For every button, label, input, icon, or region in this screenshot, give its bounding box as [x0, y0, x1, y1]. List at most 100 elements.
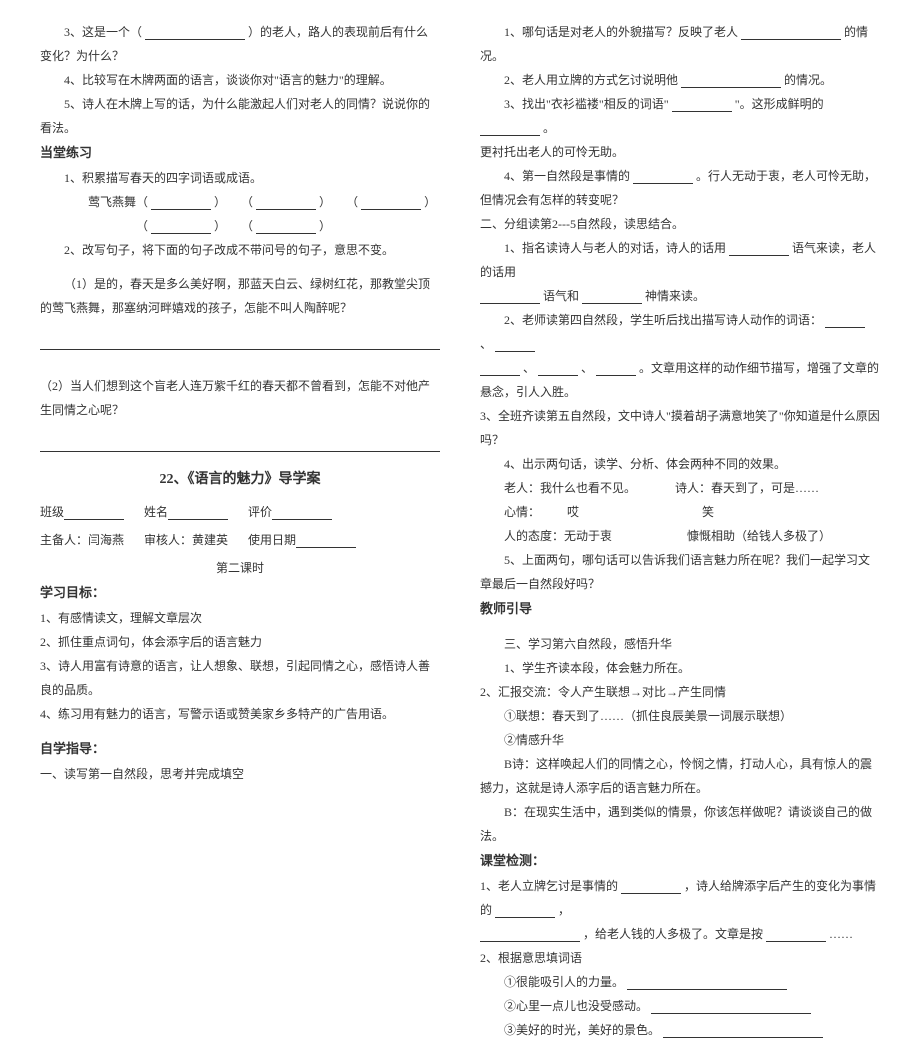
s1d: 神情来读。 — [645, 289, 705, 303]
mb1-line: 1、有感情读文，理解文章层次 — [40, 606, 440, 630]
xxmb-heading: 学习目标： — [40, 580, 440, 606]
s2a: 2、老师读第四自然段，学生听后找出描写诗人动作的词语： — [504, 313, 822, 327]
s5-line: 5、上面两句，哪句话可以告诉我们语言魅力所在呢？我们一起学习文章最后一自然段好吗… — [480, 548, 880, 596]
s2b4 — [538, 362, 578, 376]
k1d: ，给老人钱的人多极了。文章是按 — [583, 927, 763, 941]
r3c-text: 。 — [543, 121, 555, 135]
mb2-line: 2、抓住重点词句，体会添字后的语言魅力 — [40, 630, 440, 654]
s2b5 — [596, 362, 636, 376]
s1-blank1 — [729, 242, 789, 256]
paren4: ） — [214, 219, 226, 233]
q3-text: 3、这是一个（ — [64, 25, 142, 39]
lianxiang-line: ①联想：春天到了……（抓住良辰美景一词展示联想） — [480, 704, 880, 728]
tan-text: 哎 — [567, 505, 579, 519]
r3-line: 3、找出"衣衫褴褛"相反的词语" "。这形成鲜明的 。 — [480, 92, 880, 140]
w2-line: ②心里一点儿也没受感动。 — [480, 994, 880, 1018]
paren2: ） — [319, 195, 331, 209]
s2b2 — [495, 338, 535, 352]
pingjia-text: 评价 — [248, 505, 272, 519]
w2-blank — [651, 1000, 811, 1014]
pingjia-label: 评价 — [248, 500, 332, 524]
qinggan-line: ②情感升华 — [480, 728, 880, 752]
xinqing-line: 心情： 哎 笑 — [480, 500, 880, 524]
s1-blank3 — [582, 290, 642, 304]
p2b-text: （2）当人们想到这个盲老人连万紫千红的春天都不曾看到，怎能不对他产生同情之心呢？ — [40, 379, 430, 417]
p2a-line: （1）是的，春天是多么美好啊，那蓝天白云、绿树红花，那教堂尖顶的莺飞燕舞，那塞纳… — [40, 272, 440, 320]
zxzd-heading: 自学指导： — [40, 736, 440, 762]
taidu-text: 人的态度：无动于衷 — [504, 529, 612, 543]
riqi-blank — [296, 534, 356, 548]
r3d-line: 更衬托出老人的可怜无助。 — [480, 140, 880, 164]
w1-line: ①很能吸引人的力量。 — [480, 970, 880, 994]
shenhe-text: 审核人：黄建英 — [144, 528, 228, 552]
paren1: ） — [214, 195, 226, 209]
parenL2: （ — [241, 195, 253, 209]
r3-blank1 — [672, 98, 732, 112]
idiom-blank5 — [256, 220, 316, 234]
r3a-text: 3、找出"衣衫褴褛"相反的词语" — [504, 97, 669, 111]
s1a: 1、指名读诗人与老人的对话，诗人的话用 — [504, 241, 726, 255]
tb-line: B：在现实生活中，遇到类似的情景，你该怎样做呢？请谈谈自己的做法。 — [480, 800, 880, 848]
xuan-line: 悬念，引人入胜。 — [480, 380, 880, 404]
s2b1 — [825, 314, 865, 328]
r2-blank — [681, 74, 781, 88]
bshi-line: B诗：这样唤起人们的同情之心，怜悯之情，打动人心，具有惊人的震撼力，这就是诗人添… — [480, 752, 880, 800]
r1-line: 1、哪句话是对老人的外貌描写？反映了老人 的情况。 — [480, 20, 880, 68]
laoren-text: 老人：我什么也看不见。 — [504, 481, 636, 495]
s2b: 、 — [480, 337, 492, 351]
r1-text: 1、哪句话是对老人的外貌描写？反映了老人 — [504, 25, 738, 39]
sec2-line: 二、分组读第2---5自然段，读思结合。 — [480, 212, 880, 236]
idiom-blank3 — [361, 196, 421, 210]
idiom-blank1 — [151, 196, 211, 210]
k1-blank2 — [495, 904, 555, 918]
info-row1: 班级 姓名 评价 — [40, 500, 440, 524]
k1c: ， — [558, 903, 570, 917]
taidu-line: 人的态度：无动于衷 慷慨相助（给钱人多极了） — [480, 524, 880, 548]
xiao-text: 笑 — [702, 505, 714, 519]
r4-line: 4、第一自然段是事情的 。行人无动于衷，老人可怜无助，但情况会有怎样的转变呢？ — [480, 164, 880, 212]
keshi-line: 第二课时 — [40, 556, 440, 580]
pingjia-blank — [272, 506, 332, 520]
xingming-text: 姓名 — [144, 505, 168, 519]
dangtang-heading: 当堂练习 — [40, 140, 440, 166]
s2b3 — [480, 362, 520, 376]
s2f: 。文章用这样的动作细节描写，增强了文章的 — [639, 361, 879, 375]
k1-blank3 — [480, 928, 580, 942]
k1-line: 1、老人立牌乞讨是事情的 ，诗人给牌添字后产生的变化为事情的 ， — [480, 874, 880, 922]
zhuban-text: 主备人：闫海燕 — [40, 528, 124, 552]
xingming-label: 姓名 — [144, 500, 228, 524]
k1a: 1、老人立牌乞讨是事情的 — [480, 879, 618, 893]
info-row2: 主备人：闫海燕 审核人：黄建英 使用日期 — [40, 528, 440, 552]
zx1-line: 一、读写第一自然段，思考并完成填空 — [40, 762, 440, 786]
r3b-text: "。这形成鲜明的 — [735, 97, 824, 111]
p2-line: 2、改写句子，将下面的句子改成不带问号的句子，意思不变。 — [40, 238, 440, 262]
k1-blank1 — [621, 880, 681, 894]
s1-line: 1、指名读诗人与老人的对话，诗人的话用 语气来读，老人的话用 — [480, 236, 880, 284]
p2a-blank1 — [40, 330, 440, 354]
riqi-label: 使用日期 — [248, 528, 356, 552]
p2b-blank — [40, 432, 440, 456]
p1-line: 1、积累描写春天的四字词语或成语。 — [40, 166, 440, 190]
banji-label: 班级 — [40, 500, 124, 524]
sec3-line: 三、学习第六自然段，感悟升华 — [480, 632, 880, 656]
k1-blank4 — [766, 928, 826, 942]
paren5: ） — [319, 219, 331, 233]
idiom-blank2 — [256, 196, 316, 210]
r2b-text: 的情况。 — [784, 73, 832, 87]
parenL3: （ — [346, 195, 358, 209]
riqi-text: 使用日期 — [248, 533, 296, 547]
p2b-line: （2）当人们想到这个盲老人连万紫千红的春天都不曾看到，怎能不对他产生同情之心呢？ — [40, 374, 440, 422]
jsyd-heading: 教师引导 — [480, 596, 880, 622]
banji-text: 班级 — [40, 505, 64, 519]
xingming-blank — [168, 506, 228, 520]
q5-line: 5、诗人在木牌上写的话，为什么能激起人们对老人的同情？说说你的看法。 — [40, 92, 440, 140]
s2d: 、 — [581, 361, 593, 375]
r2-text: 2、老人用立牌的方式乞讨说明他 — [504, 73, 678, 87]
s2-line: 2、老师读第四自然段，学生听后找出描写诗人动作的词语： 、 — [480, 308, 880, 356]
banji-blank — [64, 506, 124, 520]
w1-text: ①很能吸引人的力量。 — [504, 975, 624, 989]
r4-blank — [633, 170, 693, 184]
s2-line2: 、 、 。文章用这样的动作细节描写，增强了文章的 — [480, 356, 880, 380]
left-column: 3、这是一个（ ）的老人，路人的表现前后有什么变化？为什么？ 4、比较写在木牌两… — [30, 20, 460, 630]
k1e: …… — [829, 927, 853, 941]
